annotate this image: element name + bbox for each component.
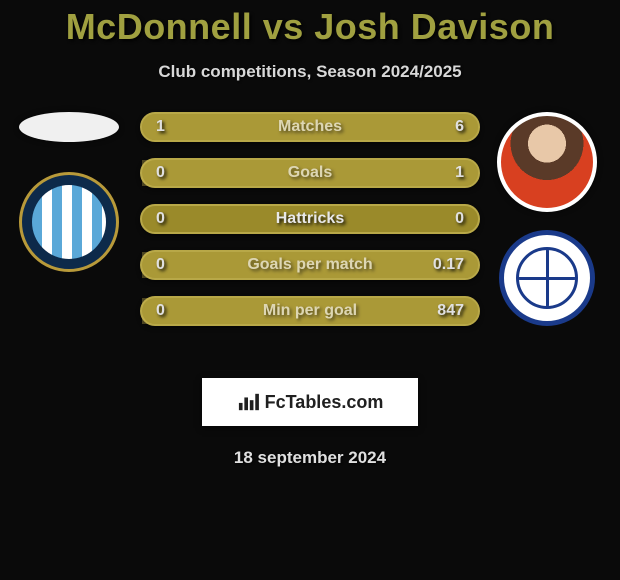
stat-fill-left (142, 114, 189, 140)
stat-row: 00.17Goals per match (140, 250, 480, 280)
bar-chart-icon (237, 392, 259, 412)
stat-right-value: 0 (455, 210, 464, 228)
badge-stripes-icon (32, 185, 106, 259)
stat-row: 0847Min per goal (140, 296, 480, 326)
stat-left-value: 0 (156, 256, 165, 274)
badge-cross-icon (519, 250, 575, 306)
stat-fill-right (142, 252, 478, 278)
stat-right-value: 1 (455, 164, 464, 182)
stat-left-value: 0 (156, 164, 165, 182)
stat-right-value: 847 (437, 302, 464, 320)
stats-area: 16Matches01Goals00Hattricks00.17Goals pe… (0, 112, 620, 372)
stat-right-value: 0.17 (433, 256, 464, 274)
stat-left-value: 0 (156, 302, 165, 320)
page-title: McDonnell vs Josh Davison (0, 0, 620, 48)
left-player-column (10, 112, 128, 272)
stat-row: 01Goals (140, 158, 480, 188)
comparison-bars: 16Matches01Goals00Hattricks00.17Goals pe… (140, 112, 480, 342)
stat-left-value: 1 (156, 118, 165, 136)
player-right-photo (497, 112, 597, 212)
stat-left-value: 0 (156, 210, 165, 228)
club-badge-left (19, 172, 119, 272)
source-logo: FcTables.com (202, 378, 418, 426)
player-left-placeholder (19, 112, 119, 142)
stat-right-value: 6 (455, 118, 464, 136)
subtitle: Club competitions, Season 2024/2025 (0, 62, 620, 82)
stat-fill-right (142, 298, 478, 324)
right-player-column (492, 112, 602, 326)
badge-ring-icon (516, 247, 578, 309)
stat-label: Hattricks (276, 210, 344, 228)
logo-text: FcTables.com (265, 392, 384, 413)
club-badge-right (499, 230, 595, 326)
stat-row: 16Matches (140, 112, 480, 142)
stat-fill-right (189, 114, 478, 140)
date-text: 18 september 2024 (0, 448, 620, 468)
infographic-container: McDonnell vs Josh Davison Club competiti… (0, 0, 620, 468)
stat-row: 0 0 Hattricks (140, 204, 480, 234)
stat-fill-right (142, 160, 478, 186)
